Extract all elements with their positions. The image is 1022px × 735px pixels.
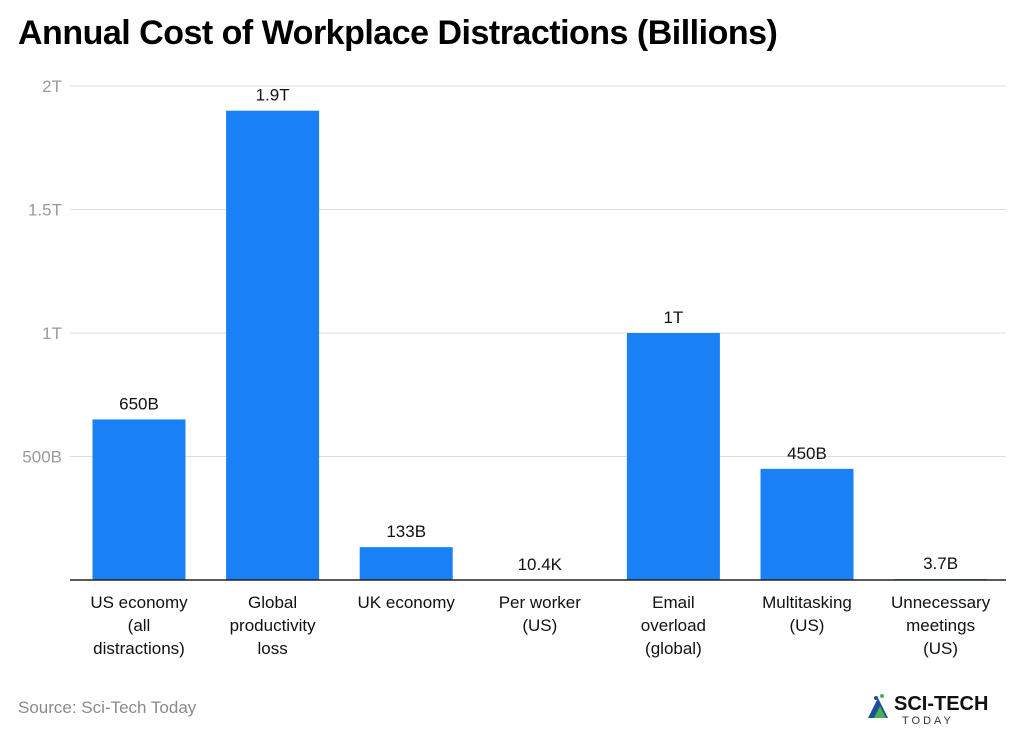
bar <box>226 110 320 580</box>
bars <box>92 110 988 580</box>
data-label: 1.9T <box>256 86 290 105</box>
data-labels: 650B 1.9T 133B 10.4K 1T 450B 3.7B <box>119 86 958 574</box>
data-label: 133B <box>386 522 426 541</box>
data-label: 3.7B <box>923 554 958 573</box>
category-label: Email overload (global) <box>641 593 706 658</box>
y-tick-label: 500B <box>22 448 62 467</box>
bar <box>760 468 854 580</box>
logo-text-sub: TODAY <box>902 715 954 727</box>
data-label: 1T <box>663 308 683 327</box>
y-tick-label: 1.5T <box>28 201 62 220</box>
sci-tech-logo: SCI-TECH TODAY <box>868 693 988 727</box>
bar <box>359 547 453 580</box>
category-label: Unnecessary meetings (US) <box>891 593 991 658</box>
category-label: UK economy <box>358 593 456 612</box>
category-label: Per worker (US) <box>499 593 582 635</box>
source-note: Source: Sci-Tech Today <box>18 698 197 717</box>
y-tick-label: 1T <box>42 324 62 343</box>
bar <box>626 333 720 580</box>
category-label: Global productivity loss <box>230 593 316 658</box>
y-tick-label: 2T <box>42 77 62 96</box>
data-label: 650B <box>119 394 159 413</box>
category-label: Multitasking (US) <box>762 593 852 635</box>
logo-text-main: SCI-TECH <box>894 693 988 715</box>
category-label: US economy (all distractions) <box>90 593 188 658</box>
bar <box>92 419 186 580</box>
data-label: 450B <box>787 444 827 463</box>
x-axis-categories: US economy (all distractions) Global product… <box>90 593 990 658</box>
data-label: 10.4K <box>518 555 563 574</box>
chart-title: Annual Cost of Workplace Distractions (B… <box>18 14 778 52</box>
gridlines <box>70 85 1006 457</box>
logo-mark-icon <box>868 694 888 718</box>
y-axis-ticks: 500B 1T 1.5T 2T <box>22 77 62 467</box>
